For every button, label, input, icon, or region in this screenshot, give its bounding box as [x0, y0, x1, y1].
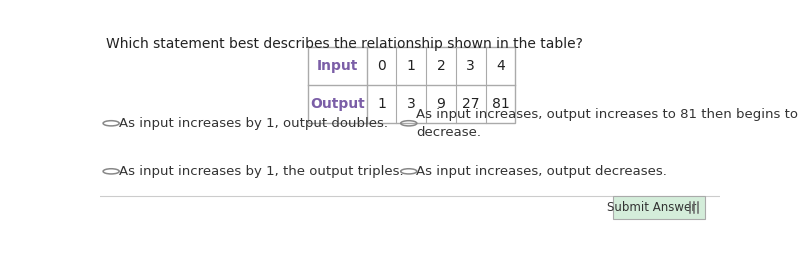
Text: As input increases by 1, output doubles.: As input increases by 1, output doubles.: [118, 117, 388, 130]
Text: As input increases, output decreases.: As input increases, output decreases.: [416, 165, 667, 178]
Text: 3: 3: [407, 97, 416, 111]
Text: As input increases, output increases to 81 then begins to
decrease.: As input increases, output increases to …: [416, 108, 798, 139]
Text: 4: 4: [496, 59, 505, 73]
Text: Submit Answer: Submit Answer: [607, 202, 697, 214]
Text: 1: 1: [377, 97, 386, 111]
Text: 9: 9: [437, 97, 446, 111]
Text: 81: 81: [492, 97, 510, 111]
FancyBboxPatch shape: [614, 196, 705, 219]
Text: As input increases by 1, the output triples.: As input increases by 1, the output trip…: [118, 165, 403, 178]
Text: Output: Output: [310, 97, 365, 111]
Text: Which statement best describes the relationship shown in the table?: Which statement best describes the relat…: [106, 37, 583, 51]
Text: 2: 2: [437, 59, 446, 73]
Text: Input: Input: [317, 59, 358, 73]
FancyBboxPatch shape: [308, 47, 515, 123]
Text: 0: 0: [377, 59, 386, 73]
Text: 3: 3: [466, 59, 475, 73]
Text: 27: 27: [462, 97, 479, 111]
Text: 1: 1: [407, 59, 416, 73]
